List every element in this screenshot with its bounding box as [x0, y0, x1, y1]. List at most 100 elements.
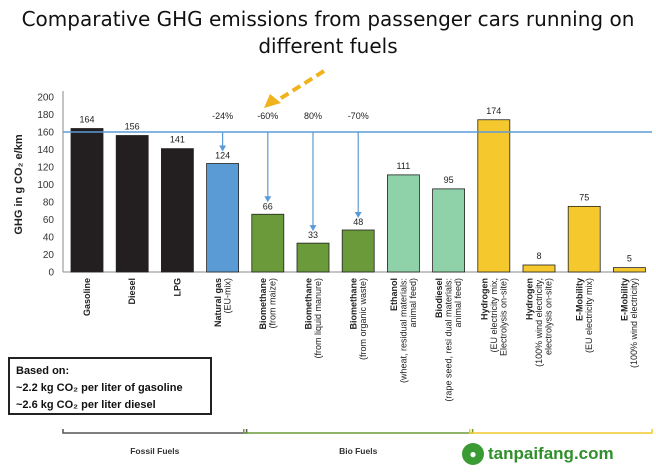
y-tick-label: 160	[37, 128, 54, 139]
category-label-line: (from liquid manure)	[313, 278, 323, 359]
highlight-arrowhead	[264, 94, 281, 108]
category-label-line: Ethanol	[389, 278, 399, 311]
category-label-line: Biomethane	[348, 278, 358, 330]
y-tick-label: 20	[43, 250, 55, 261]
watermark-text: tanpaifang.com	[488, 444, 614, 463]
chart-title: Comparative GHG emissions from passenger…	[0, 6, 656, 60]
data-label: 95	[444, 175, 454, 185]
category-label-line: (rape seed, resi dual materials:	[444, 278, 454, 402]
y-tick-label: 0	[48, 268, 54, 279]
reduction-label: -70%	[348, 111, 369, 121]
basis-note-box: Based on: ~2.2 kg CO₂ per liter of gasol…	[8, 357, 212, 415]
y-tick-label: 180	[37, 110, 54, 121]
data-label: 124	[215, 151, 230, 161]
category-label-line: Biomethane	[303, 278, 313, 330]
bar	[522, 264, 556, 273]
category-label-line: E-Mobility	[574, 278, 584, 321]
data-label: 48	[353, 217, 363, 227]
category-label: E-Mobility(100% wind electricity)	[620, 278, 640, 368]
group-label: Bio Fuels	[339, 446, 378, 456]
group-bracket	[62, 429, 248, 434]
category-label: Hydrogen(100% wind electricity,electroly…	[525, 278, 554, 367]
y-tick-label: 60	[43, 215, 55, 226]
highlight-arrow-shaft	[276, 69, 326, 102]
bar	[160, 148, 194, 273]
chart-title-line-2: different fuels	[258, 34, 398, 58]
category-label-line: (from maize)	[268, 278, 278, 329]
basis-gasoline: ~2.2 kg CO₂ per liter of gasoline	[16, 382, 183, 394]
y-tick-label: 40	[43, 233, 55, 244]
bar	[477, 119, 511, 273]
y-axis-label: GHG in g CO₂ e/km	[13, 134, 25, 234]
bar	[432, 188, 466, 273]
data-label: 8	[536, 251, 541, 261]
category-label-line: Electrolysis on-site)	[498, 278, 508, 356]
category-label-line: E-Mobility	[620, 278, 630, 321]
category-label: Ethanol(wheat, residual materials:animal…	[389, 278, 418, 383]
basis-diesel: ~2.6 kg CO₂ per liter diesel	[16, 399, 156, 411]
category-label-line: Hydrogen	[525, 278, 535, 320]
category-label-line: Hydrogen	[479, 278, 489, 320]
category-label-line: (wheat, residual materials:	[398, 278, 408, 383]
reduction-label: 80%	[304, 111, 322, 121]
bar	[341, 229, 375, 273]
reduction-label: -60%	[257, 111, 278, 121]
group-label: Fossil Fuels	[130, 446, 179, 456]
category-label-line: (EU electricity mix,	[489, 278, 499, 353]
data-label: 75	[579, 192, 589, 202]
reduction-arrowhead	[354, 212, 362, 218]
category-label: LPG	[172, 278, 182, 297]
y-tick-label: 140	[37, 145, 54, 156]
bar	[251, 213, 285, 273]
chart-title-line-1: Comparative GHG emissions from passenger…	[21, 7, 635, 31]
reduction-arrowhead	[309, 225, 317, 232]
category-label-line: animal feed)	[453, 278, 463, 328]
bar	[386, 174, 420, 273]
y-tick-label: 120	[37, 163, 54, 174]
data-label: 156	[125, 122, 140, 132]
data-label: 5	[627, 254, 632, 264]
bar	[567, 205, 601, 273]
bar	[296, 242, 330, 273]
category-label-line: (EU-mix)	[222, 278, 232, 314]
y-tick-label: 80	[43, 198, 55, 209]
category-label: Hydrogen(EU electricity mix,Electrolysis…	[479, 278, 508, 356]
category-label: E-Mobility(EU electricity mix)	[574, 278, 594, 353]
reduction-arrowhead	[264, 196, 272, 203]
category-label: Biodiesel(rape seed, resi dual materials…	[434, 278, 463, 402]
data-label: 141	[170, 135, 185, 145]
group-bracket	[243, 429, 474, 434]
bar	[115, 135, 149, 273]
category-label: Biomethane(from organic waste)	[348, 278, 368, 360]
data-label: 111	[397, 161, 411, 171]
category-label: Diesel	[127, 278, 137, 305]
bar	[70, 128, 104, 273]
y-tick-label: 200	[37, 93, 54, 104]
category-label-line: electrolysis on-site)	[544, 278, 554, 355]
category-label-line: Natural gas	[213, 278, 223, 327]
category-label-line: Biodiesel	[434, 278, 444, 318]
category-label-line: Diesel	[127, 278, 137, 305]
y-tick-label: 100	[37, 180, 54, 191]
category-label: Biomethane(from liquid manure)	[303, 278, 323, 359]
data-label: 33	[308, 230, 318, 240]
category-label: Biomethane(from maize)	[258, 278, 278, 330]
data-label: 174	[486, 106, 501, 116]
group-bracket	[469, 429, 653, 434]
bar	[206, 163, 240, 273]
category-label-line: (100% wind electricity,	[534, 278, 544, 367]
basis-heading: Based on:	[16, 365, 70, 377]
category-label: Gasoline	[82, 278, 92, 316]
data-label: 66	[263, 201, 273, 211]
watermark: ● tanpaifang.com	[462, 441, 652, 469]
category-label-line: (100% wind electricity)	[629, 278, 639, 368]
reduction-arrowhead	[219, 145, 227, 152]
category-label-line: Gasoline	[82, 278, 92, 316]
data-label: 164	[79, 115, 94, 125]
category-label: Natural gas(EU-mix)	[213, 278, 233, 327]
category-label-line: (EU electricity mix)	[584, 278, 594, 353]
reduction-label: -24%	[212, 111, 233, 121]
category-label-line: animal feed)	[408, 278, 418, 328]
category-label-line: Biomethane	[258, 278, 268, 330]
